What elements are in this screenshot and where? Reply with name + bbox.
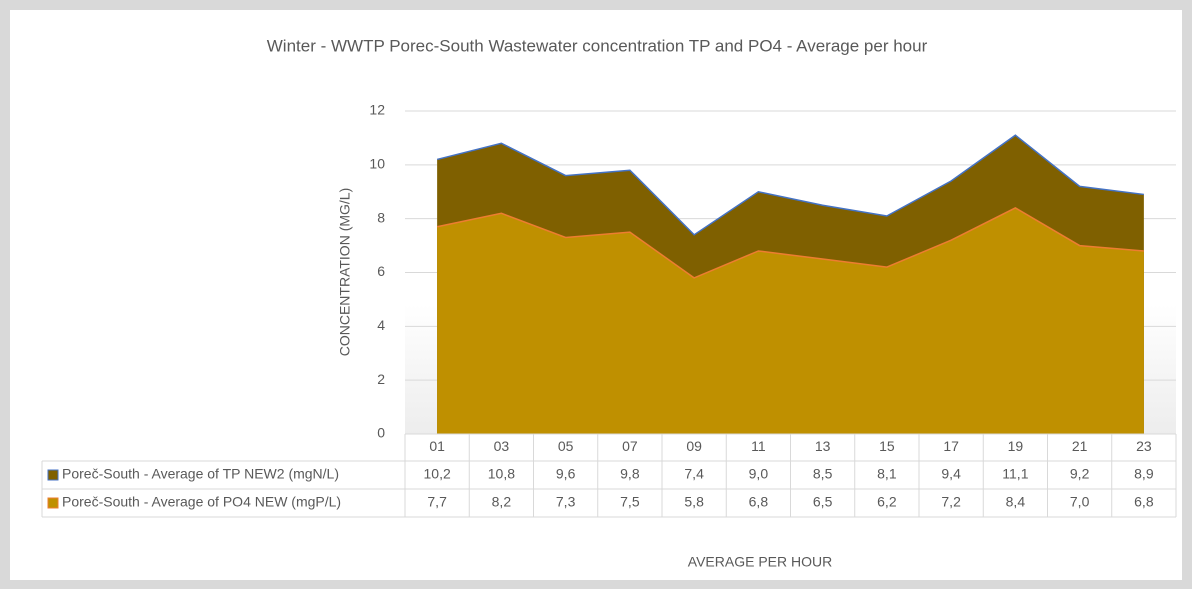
x-tick-label: 09	[686, 438, 702, 454]
y-tick-label: 4	[377, 317, 385, 333]
data-label: 7,3	[556, 494, 576, 510]
data-label: 6,2	[877, 494, 897, 510]
data-label: 7,5	[620, 494, 640, 510]
data-label: 11,1	[1002, 466, 1028, 482]
y-tick-label: 8	[377, 209, 385, 225]
area	[437, 207, 1144, 434]
x-tick-label: 13	[815, 438, 831, 454]
y-tick-label: 0	[377, 425, 385, 441]
area-line	[436, 207, 1144, 279]
x-tick-label: 15	[879, 438, 895, 454]
x-tick-label: 01	[429, 438, 445, 454]
data-label: 9,4	[941, 466, 961, 482]
legend-key	[47, 469, 59, 481]
data-label: 7,4	[684, 466, 704, 482]
data-label: 10,8	[488, 466, 515, 482]
area-line	[436, 134, 1144, 236]
data-label: 7,7	[427, 494, 447, 510]
data-label: 8,5	[813, 466, 833, 482]
y-tick-label: 2	[377, 371, 385, 387]
x-axis-title: AVERAGE PER HOUR	[688, 554, 832, 570]
data-label: 8,4	[1006, 494, 1026, 510]
data-label: 7,0	[1070, 494, 1090, 510]
data-label: 6,8	[749, 494, 769, 510]
x-tick-label: 23	[1136, 438, 1152, 454]
data-label: 10,2	[424, 466, 451, 482]
data-label: 9,8	[620, 466, 640, 482]
x-tick-label: 17	[943, 438, 959, 454]
legend-label: Poreč-South - Average of TP NEW2 (mgN/L)	[62, 466, 339, 482]
x-tick-label: 03	[494, 438, 510, 454]
y-tick-label: 12	[369, 102, 385, 118]
legend-label: Poreč-South - Average of PO4 NEW (mgP/L)	[62, 494, 341, 510]
x-tick-label: 19	[1008, 438, 1024, 454]
x-tick-label: 21	[1072, 438, 1088, 454]
x-tick-label: 11	[751, 438, 766, 454]
y-tick-label: 10	[369, 156, 385, 172]
legend-key	[47, 497, 59, 509]
data-label: 8,9	[1134, 466, 1154, 482]
data-label: 8,1	[877, 466, 897, 482]
data-label: 8,2	[492, 494, 512, 510]
data-label: 9,0	[749, 466, 769, 482]
x-tick-label: 07	[622, 438, 638, 454]
chart-title: Winter - WWTP Porec-South Wastewater con…	[267, 36, 928, 55]
data-label: 5,8	[684, 494, 704, 510]
x-tick-label: 05	[558, 438, 574, 454]
data-label: 6,5	[813, 494, 833, 510]
data-label: 7,2	[941, 494, 961, 510]
data-label: 9,6	[556, 466, 576, 482]
data-label: 6,8	[1134, 494, 1154, 510]
y-tick-label: 6	[377, 263, 385, 279]
y-axis-title: CONCENTRATION (MG/L)	[337, 188, 353, 357]
data-label: 9,2	[1070, 466, 1090, 482]
